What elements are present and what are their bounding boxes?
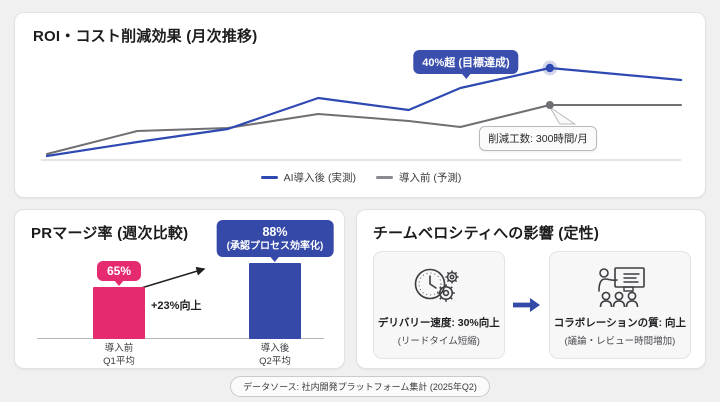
velocity-items-row: デリバリー速度: 30%向上 (リードタイム短縮): [372, 251, 691, 359]
bar-before-caption-line1: 導入前: [104, 343, 134, 354]
pr-bar-chart: +23%向上 65% 導入前 Q1平均 88% (承認プロセス効率化): [31, 219, 334, 369]
roi-peak-badge[interactable]: 40%超 (目標達成): [413, 50, 519, 79]
legend-label-before: 導入前 (予測): [398, 172, 462, 184]
roi-series-after-line: [45, 66, 683, 158]
velocity-item-delivery[interactable]: デリバリー速度: 30%向上 (リードタイム短縮): [372, 251, 505, 359]
bar-after-value-badge: 88% (承認プロセス効率化): [216, 219, 334, 263]
roi-legend: AI導入後 (実測) 導入前 (予測): [33, 170, 689, 185]
roi-marker-before: [545, 101, 554, 109]
bottom-row: PRマージ率 (週次比較) +23%向上 65%: [14, 209, 706, 369]
velocity-arrow: [512, 297, 542, 313]
bar-after-caption: 導入後 Q2平均: [259, 339, 291, 369]
legend-item-after[interactable]: AI導入後 (実測): [260, 170, 356, 185]
bar-before-caption: 導入前 Q1平均: [103, 339, 135, 369]
team-velocity-card: チームベロシティへの影響 (定性): [355, 209, 706, 369]
bar-after-caption-line1: 導入後: [260, 343, 290, 354]
legend-label-after: AI導入後 (実測): [283, 172, 356, 184]
data-source-chip: データソース: 社内開発プラットフォーム集計 (2025年Q2): [230, 376, 490, 397]
bar-before-caption-line2: Q1平均: [103, 355, 135, 367]
pr-delta-label: +23%向上: [151, 300, 202, 312]
roi-series-before-line: [45, 104, 683, 155]
bar-after-value: 88%: [262, 224, 288, 239]
pr-merge-rate-card: PRマージ率 (週次比較) +23%向上 65%: [14, 209, 345, 369]
arrow-right-icon: [512, 298, 540, 312]
roi-line-plot: 40%超 (目標達成) 削減工数: 300時間/月: [33, 50, 689, 168]
roi-line-svg: [40, 60, 683, 161]
pr-chart-title: PRマージ率 (週次比較): [31, 225, 189, 242]
velocity-item-collaboration[interactable]: コラボレーションの質: 向上 (議論・レビュー時間増加): [548, 251, 691, 359]
legend-swatch-before-icon: [375, 176, 393, 179]
legend-swatch-after-icon: [260, 176, 278, 179]
bar-baseline: [37, 338, 324, 339]
roi-chart-card: ROI・コスト削減効果 (月次推移) 40%超 (目標達成) 削減工数: 300…: [14, 12, 706, 198]
clock-gears-icon: [410, 263, 468, 309]
velocity-delivery-sub: (リードタイム短縮): [397, 336, 480, 347]
roi-gray-tooltip[interactable]: 削減工数: 300時間/月: [479, 126, 597, 151]
legend-item-before[interactable]: 導入前 (予測): [375, 170, 462, 185]
bar-before[interactable]: 65% 導入前 Q1平均: [93, 261, 145, 367]
roi-marker-after: [545, 63, 555, 73]
velocity-collab-sub: (議論・レビュー時間増加): [564, 336, 676, 347]
velocity-collab-main: コラボレーションの質: 向上: [553, 317, 686, 329]
bar-after[interactable]: 88% (承認プロセス効率化) 導入後 Q2平均: [216, 219, 334, 367]
velocity-card-title: チームベロシティへの影響 (定性): [372, 225, 600, 242]
gray-tooltip-pointer: [549, 106, 577, 125]
bar-after-caption-line2: Q2平均: [259, 355, 291, 367]
bar-before-value-badge: 65%: [96, 261, 142, 286]
roi-chart-title: ROI・コスト削減効果 (月次推移): [33, 28, 258, 45]
velocity-delivery-main: デリバリー速度: 30%向上: [377, 317, 500, 329]
bar-before-fill: [93, 287, 145, 339]
presentation-team-icon: [591, 263, 649, 309]
bar-after-fill: [249, 263, 301, 339]
bar-after-subtext: (承認プロセス効率化): [226, 241, 324, 252]
footer: データソース: 社内開発プラットフォーム集計 (2025年Q2): [14, 376, 706, 397]
